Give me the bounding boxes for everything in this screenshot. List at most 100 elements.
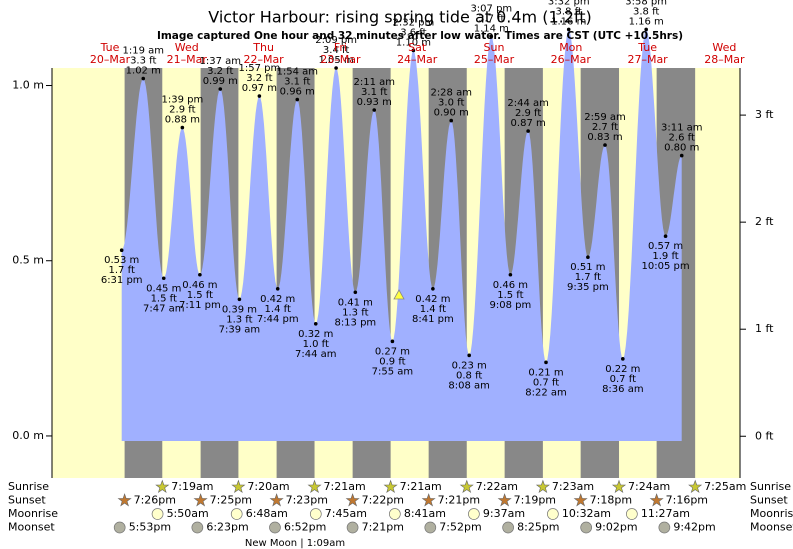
sunrise-icon — [459, 479, 474, 494]
sunset-time: 7:25pm — [210, 494, 252, 507]
day-name: Sun — [484, 41, 505, 54]
moonrise-time: 9:37am — [483, 507, 525, 520]
extreme-label: 7:55 am — [372, 366, 414, 377]
extreme-label: 1:19 am — [122, 46, 164, 57]
extreme-label: 0.7 ft — [533, 377, 559, 388]
extreme-label: 1.02 m — [126, 66, 161, 77]
extreme-label: 1:39 pm — [161, 95, 203, 106]
tide-extreme — [467, 353, 471, 358]
row-label: Moonrise — [750, 507, 793, 520]
tide-extreme — [603, 143, 607, 147]
day-date: 23–Mar — [320, 53, 361, 66]
tide-extreme — [275, 286, 280, 291]
row-label: Moonrise — [8, 507, 58, 520]
extreme-label: 3.8 ft — [556, 6, 582, 17]
moonrise-icon — [547, 508, 559, 520]
sunset-icon — [345, 493, 360, 507]
extreme-label: 9:35 pm — [567, 282, 609, 293]
extreme-label: 1.9 ft — [652, 251, 678, 262]
moonrise-icon — [468, 508, 480, 520]
current-tide-marker — [393, 289, 405, 300]
day-date: 25–Mar — [474, 53, 515, 66]
tide-extreme — [431, 286, 435, 291]
moonset-time: 8:25pm — [517, 521, 559, 534]
moon-phase: New Moon | 1:09am — [245, 538, 345, 549]
moonrise-icon — [151, 508, 164, 520]
extreme-label: 7:11 pm — [179, 300, 221, 311]
tide-extreme — [180, 125, 185, 130]
tide-extreme — [566, 27, 571, 32]
extreme-label: 3:32 pm — [548, 0, 590, 7]
extreme-label: 0.41 m — [338, 297, 373, 308]
extreme-label: 0.46 m — [493, 280, 528, 291]
sunrise-icon — [688, 479, 703, 494]
y-tick-label: 0.0 m — [12, 429, 44, 442]
sunset-icon — [269, 493, 284, 507]
day-name: Thu — [252, 41, 274, 54]
extreme-label: 0.23 m — [452, 360, 487, 371]
tide-extreme — [334, 66, 338, 70]
extreme-label: 0.42 m — [415, 294, 450, 305]
extreme-label: 8:13 pm — [334, 317, 376, 328]
tide-extreme — [390, 339, 395, 344]
extreme-label: 10:05 pm — [642, 261, 690, 272]
extreme-label: 1.16 m — [629, 16, 664, 27]
moonset-time: 7:52pm — [439, 521, 481, 534]
extreme-label: 0.90 m — [434, 108, 469, 119]
extreme-label: 2:09 pm — [315, 35, 357, 46]
y2-tick-label: 2 ft — [755, 215, 774, 228]
sunrise-time: 7:20am — [247, 480, 289, 493]
row-label: Moonset — [750, 521, 793, 534]
tide-extreme — [353, 290, 358, 295]
tide-extreme — [218, 87, 223, 91]
sunset-time: 7:23pm — [286, 494, 328, 507]
extreme-label: 1.4 ft — [420, 304, 446, 315]
extreme-label: 0.9 ft — [379, 356, 405, 367]
extreme-label: 6:31 pm — [101, 275, 143, 286]
day-name: Mon — [559, 41, 582, 54]
tide-extreme — [313, 322, 318, 326]
extreme-label: 1:57 pm — [239, 63, 281, 74]
extreme-label: 1.3 ft — [342, 307, 368, 318]
moonrise-time: 11:27am — [641, 507, 690, 520]
moonrise-icon — [388, 508, 401, 520]
extreme-label: 0.57 m — [648, 241, 683, 252]
sunrise-time: 7:23am — [552, 480, 594, 493]
sunrise-icon — [307, 479, 322, 494]
sunrise-icon — [383, 479, 398, 494]
sunset-icon — [117, 493, 132, 507]
extreme-label: 8:41 pm — [412, 314, 454, 325]
day-name: Sat — [408, 41, 427, 54]
day-date: 24–Mar — [397, 53, 438, 66]
moonrise-icon — [626, 508, 638, 520]
moonset-time: 7:21pm — [362, 521, 404, 534]
extreme-label: 8:22 am — [525, 387, 567, 398]
extreme-label: 0.53 m — [104, 255, 139, 266]
sunset-icon — [421, 493, 436, 507]
moonset-icon — [346, 521, 359, 534]
sunrise-time: 7:21am — [400, 480, 442, 493]
extreme-label: 2.7 ft — [592, 122, 618, 133]
tide-extreme — [295, 97, 300, 102]
row-label: Sunset — [750, 494, 788, 507]
moonrise-icon — [230, 508, 243, 520]
sunrise-time: 7:21am — [324, 480, 366, 493]
extreme-label: 2.9 ft — [515, 108, 541, 119]
extreme-label: 1.0 ft — [303, 339, 329, 350]
moonrise-time: 10:32am — [562, 507, 611, 520]
y2-tick-label: 3 ft — [755, 108, 774, 121]
extreme-label: 0.7 ft — [610, 374, 636, 385]
extreme-label: 3.7 ft — [478, 13, 504, 24]
y2-tick-label: 0 ft — [755, 429, 774, 442]
extreme-label: 2.9 ft — [169, 105, 195, 116]
extreme-label: 0.93 m — [357, 97, 392, 108]
extreme-label: 3.2 ft — [246, 73, 272, 84]
extreme-label: 9:08 pm — [490, 300, 532, 311]
moonset-icon — [269, 521, 281, 534]
extreme-label: 0.88 m — [165, 115, 200, 126]
tide-extreme — [119, 248, 124, 253]
extreme-label: 1.10 m — [396, 37, 431, 48]
moonset-icon — [191, 521, 204, 534]
tide-extreme — [372, 108, 377, 112]
tide-extreme — [237, 297, 242, 302]
